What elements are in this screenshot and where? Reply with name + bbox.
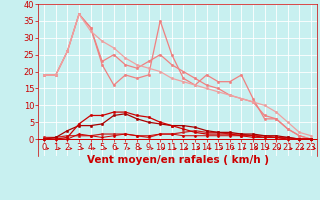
- X-axis label: Vent moyen/en rafales ( km/h ): Vent moyen/en rafales ( km/h ): [87, 155, 268, 165]
